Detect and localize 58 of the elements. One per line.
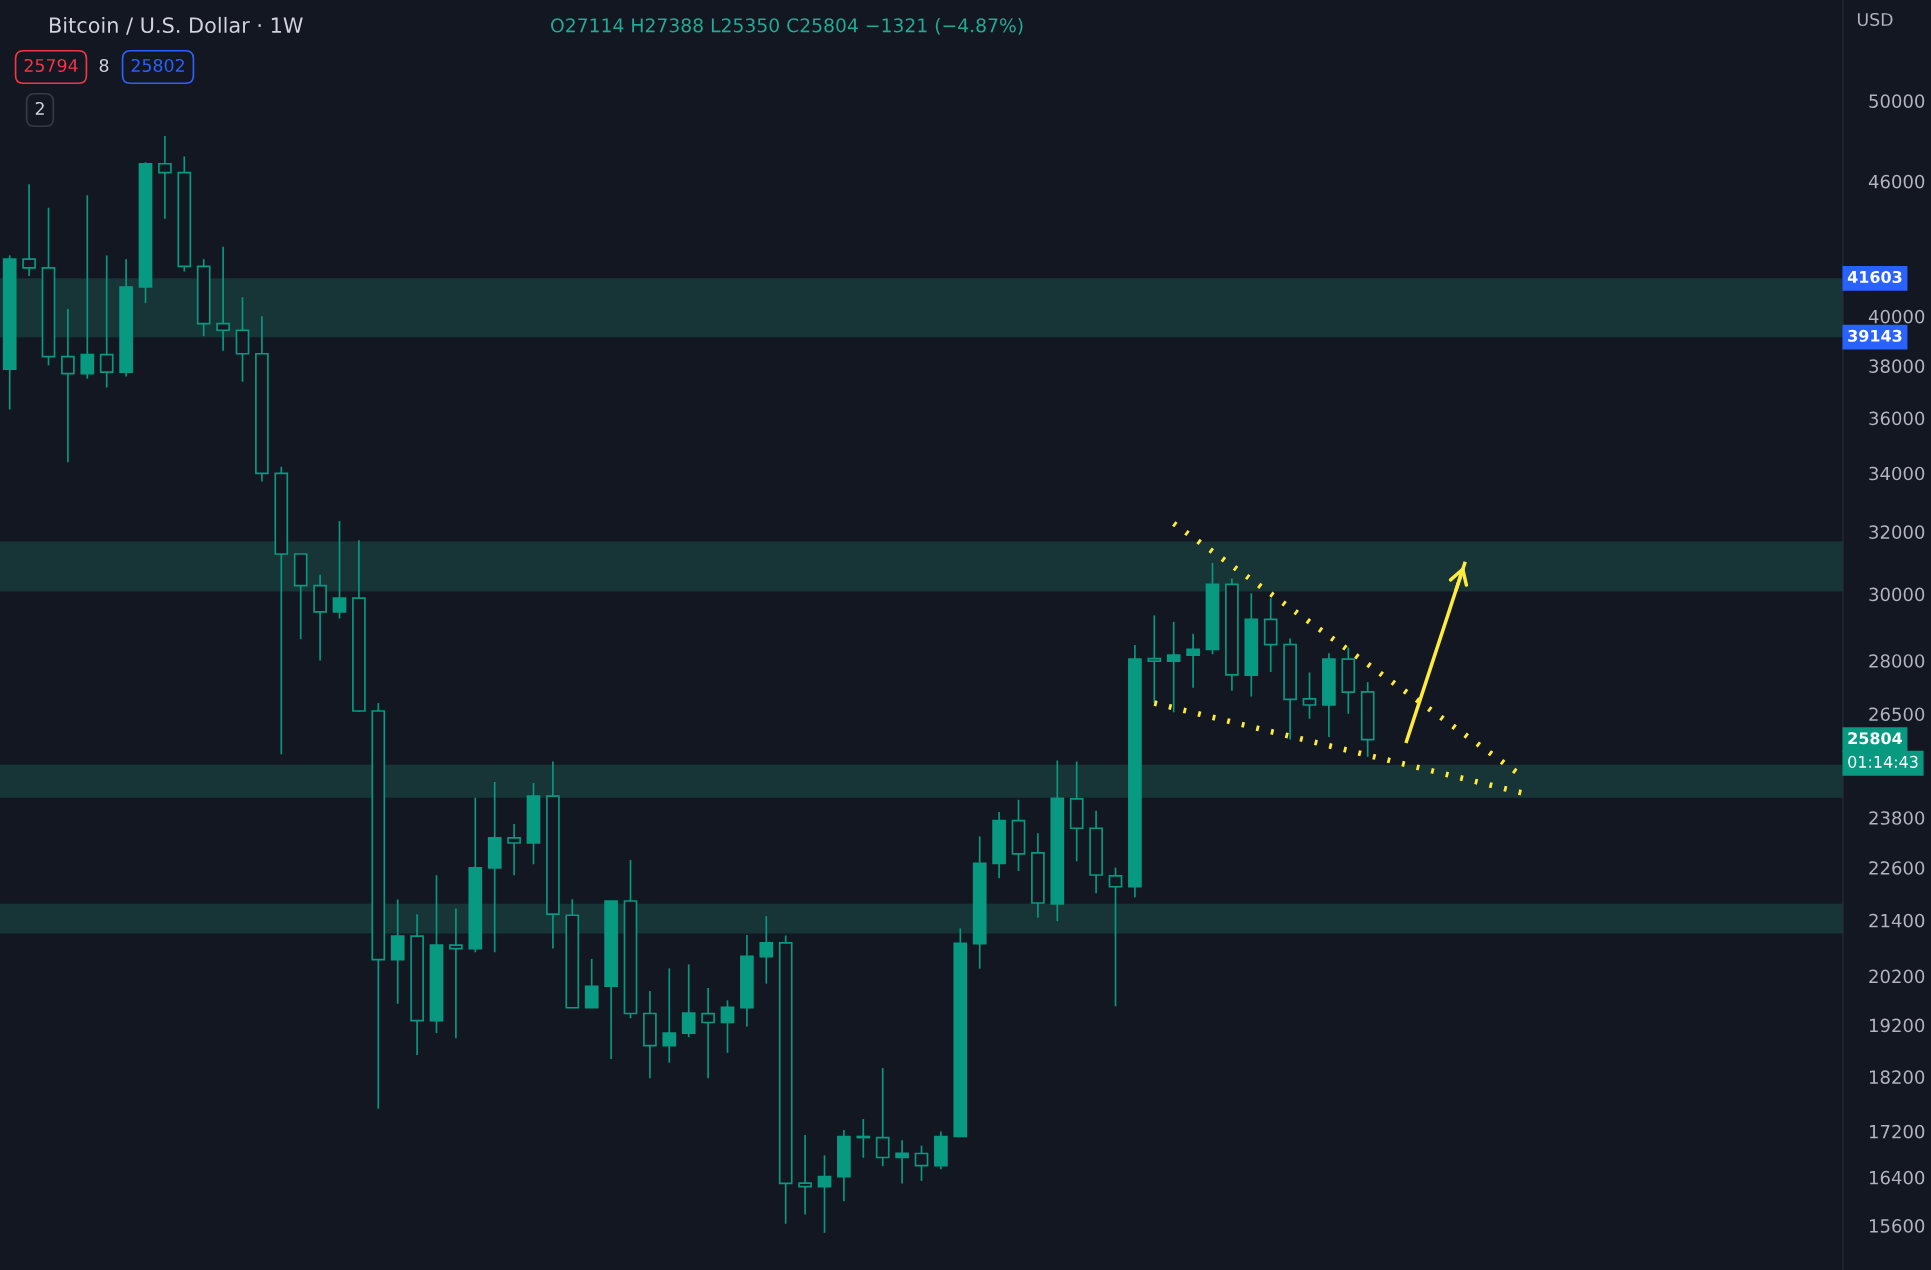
candlestick [80,194,95,380]
y-tick-label: 36000 [1869,411,1925,426]
candlestick [662,967,677,1064]
candlestick [681,963,696,1038]
candlestick [1166,621,1181,714]
text: 25804 [1848,732,1902,745]
text: 39143 [1848,329,1902,342]
text: 41603 [1847,270,1902,283]
y-tick-label: 28000 [1869,654,1925,668]
text: Bitcoin / U.S. Dollar · 1W [50,16,303,35]
candlestick [720,999,735,1054]
annotation: 2 [35,101,44,115]
y-tick-label: 21400 [1869,913,1925,928]
y-tick-label: 38000 [1869,359,1925,373]
candlestick [759,915,774,985]
y-tick-label: 16400 [1869,1170,1925,1185]
y-tick-label: 50000 [1869,94,1925,108]
candlestick [817,1154,832,1234]
candlestick [216,245,230,352]
annotation: 25794 [24,58,78,73]
candlestick [390,898,405,1005]
annotation: 25802 [131,58,184,73]
candlestick [99,254,114,389]
text: USD [1857,12,1893,27]
y-tick-label: 18200 [1869,1070,1925,1084]
y-tick-label: 23800 [1869,811,1925,825]
candlestick [22,183,36,277]
candlestick [798,1134,812,1216]
y-tick-label: 34000 [1869,466,1925,481]
candlestick [875,1067,890,1168]
candlestick [701,987,715,1080]
text: O27114 H27388 L25350 C25804 −1321 (−4.87%) [551,17,1023,35]
y-tick-label: 30000 [1869,587,1925,602]
candlestick [507,823,521,877]
y-tick-label: 17200 [1869,1124,1925,1139]
candlestick [235,296,250,383]
candlestick [1147,614,1162,704]
y-tick-label: 26500 [1869,707,1925,722]
y-tick-label: 20200 [1869,969,1925,984]
candlestick [895,1139,909,1185]
y-tick-label: 15600 [1869,1219,1925,1233]
candlestick [449,907,463,1040]
candlestick [914,1144,929,1182]
y-tick-label: 19200 [1869,1018,1925,1033]
candlestick [1108,866,1123,1008]
candlestick [332,520,347,620]
line-series [1404,561,1467,744]
candlestick [584,958,599,1009]
candlestick [61,308,75,464]
y-tick-label: 46000 [1868,174,1925,189]
candlestick [1302,671,1317,720]
y-tick-label: 40000 [1868,309,1925,324]
candlestick [1186,632,1200,689]
y-tick-label: 22600 [1869,861,1925,875]
y-tick-label: 32000 [1869,525,1925,539]
candlestick [158,135,172,220]
annotation: 8 [99,58,109,73]
text: 01:14:43 [1848,755,1918,768]
